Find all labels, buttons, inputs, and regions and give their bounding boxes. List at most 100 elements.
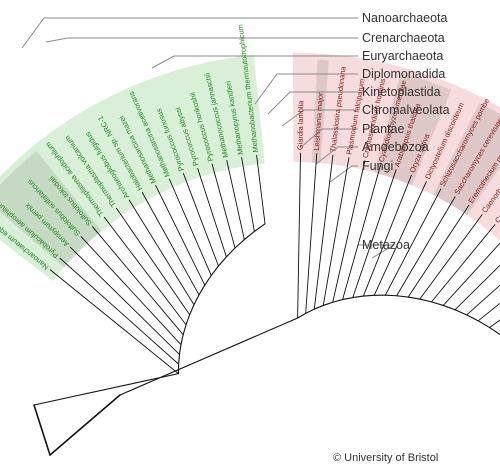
tree-branch xyxy=(59,257,180,365)
tree-branch xyxy=(477,302,500,322)
tree-branch xyxy=(373,181,427,296)
tree-branch xyxy=(342,296,354,301)
leader-line xyxy=(45,37,358,43)
tree-branch xyxy=(362,174,412,297)
tree-branch xyxy=(313,154,334,310)
tree-branch xyxy=(49,269,179,375)
tree-branch xyxy=(396,295,409,298)
tree-branch xyxy=(119,317,299,396)
tree-branch xyxy=(33,373,179,406)
tree-branch xyxy=(234,238,245,249)
tree-branch xyxy=(442,304,456,311)
tree-branch xyxy=(180,334,184,346)
tree-branch xyxy=(210,265,220,276)
tree-branch xyxy=(419,214,483,300)
tree-branch xyxy=(305,153,318,314)
tree-branch xyxy=(92,226,184,336)
tree-branch xyxy=(211,163,236,249)
tree-branch xyxy=(477,320,491,329)
tree-branch xyxy=(454,309,468,316)
leader-line xyxy=(358,244,396,259)
group-label-metazoa: Metazoa xyxy=(362,238,410,252)
tree-branch xyxy=(332,299,344,303)
tree-branch xyxy=(198,284,206,296)
plantae-sector xyxy=(374,72,452,186)
tree-branch xyxy=(322,301,334,306)
tree-branch xyxy=(193,294,200,306)
leader-line xyxy=(329,165,358,183)
tree-branch xyxy=(128,199,195,306)
tree-branch xyxy=(168,178,212,276)
kinetoplastida-sector xyxy=(311,59,329,164)
tree-branch xyxy=(141,192,200,296)
group-label-chromalveolata: Chromalveolata xyxy=(362,103,450,117)
tree-branch xyxy=(362,294,375,297)
tree-branch xyxy=(204,274,212,286)
tree-branch xyxy=(155,185,206,286)
tree-branch xyxy=(430,301,444,306)
group-label-euryarchaeota: Euryarchaeota xyxy=(362,49,443,63)
fungi-sector xyxy=(433,102,500,216)
tree-branch xyxy=(33,404,51,456)
leader-line xyxy=(267,91,358,115)
crenarchaeota-sector xyxy=(0,151,102,268)
leader-line xyxy=(281,109,358,127)
tree-branch xyxy=(178,344,182,356)
tree-branch xyxy=(489,326,500,336)
tree-branch xyxy=(185,314,191,326)
tree-branch xyxy=(466,314,479,322)
tree-branch xyxy=(322,157,350,306)
group-label-amoebozoa: Amoebozoa xyxy=(362,140,429,154)
phylogenetic-tree xyxy=(33,152,500,456)
copyright-credit: © University of Bristol xyxy=(333,452,438,464)
group-label-nanoarchaeota: Nanoarchaeota xyxy=(362,11,448,25)
tree-branch xyxy=(217,256,227,267)
tree-branch xyxy=(431,224,496,303)
tree-branch xyxy=(419,298,433,303)
tree-branch xyxy=(80,236,182,346)
tree-branch xyxy=(466,284,500,316)
tree-branch xyxy=(178,353,181,365)
tree-branch xyxy=(253,223,266,233)
tree-branch xyxy=(332,160,366,303)
tree-branch xyxy=(225,247,236,258)
tree-branch xyxy=(396,196,456,297)
group-labels: Nanoarchaeota Crenarchaeota Euryarchaeota D… xyxy=(362,11,450,252)
group-label-kinetoplastida: Kinetoplastida xyxy=(362,85,441,99)
leader-line xyxy=(151,55,358,69)
leader-line xyxy=(254,73,358,105)
tree-branch xyxy=(407,296,421,300)
tree-branch xyxy=(352,295,364,299)
tree-branch xyxy=(352,169,397,298)
eukarya-leaf-label: Giardia lamblia xyxy=(296,100,306,150)
tree-branch xyxy=(454,264,500,311)
tree-branch xyxy=(197,167,227,258)
tree-branch xyxy=(256,154,266,225)
tree-branch xyxy=(49,394,121,456)
tree-branch xyxy=(313,304,324,310)
group-label-fungi: Fungi xyxy=(362,159,393,173)
tree-branch xyxy=(342,164,382,301)
tree-branch xyxy=(182,172,219,267)
tree-branch xyxy=(384,188,442,296)
tree-branch xyxy=(103,216,187,326)
tree-branch xyxy=(226,160,245,240)
tree-branch xyxy=(297,312,307,319)
group-leader-lines xyxy=(21,17,396,259)
domain-bands xyxy=(0,53,500,281)
leader-line xyxy=(21,17,358,49)
leader-line xyxy=(315,146,358,165)
eukarya-leaf-label: Leishmania major xyxy=(312,92,325,151)
leader-line xyxy=(299,128,358,149)
tree-branch xyxy=(243,230,255,241)
tree-branch xyxy=(182,324,187,336)
tree-branch xyxy=(407,204,470,298)
tree-branch xyxy=(384,294,398,297)
tree-branch xyxy=(189,304,195,316)
tree-branch xyxy=(305,308,315,314)
group-label-plantae: Plantae xyxy=(362,122,404,136)
group-label-crenarchaeota: Crenarchaeota xyxy=(362,31,445,45)
group-label-diplomonadida: Diplomonadida xyxy=(362,67,445,81)
tree-branch xyxy=(69,246,180,355)
